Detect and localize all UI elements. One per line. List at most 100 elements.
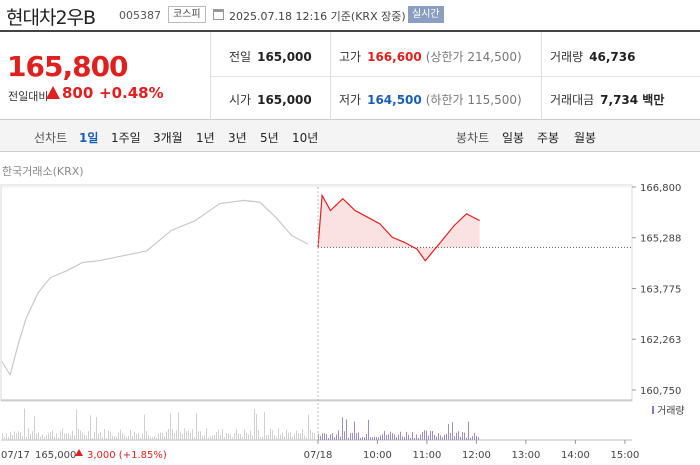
- volume-bar: [222, 429, 223, 440]
- volume-bar: [144, 414, 145, 440]
- volume-bar: [22, 436, 23, 440]
- volume-bar: [232, 437, 233, 440]
- volume-bar: [112, 435, 113, 440]
- volume-bar: [108, 430, 109, 440]
- volume-bar: [280, 434, 281, 440]
- volume-bar: [268, 434, 269, 440]
- stock-name: 현대차2우B: [6, 7, 96, 29]
- volume-bar: [336, 434, 337, 440]
- tab-5year[interactable]: 5년: [260, 131, 279, 145]
- low-value: 164,500: [367, 93, 422, 107]
- volume-bar: [44, 437, 45, 440]
- volume-bar: [256, 414, 257, 440]
- tab-1week[interactable]: 1주일: [111, 131, 141, 145]
- volume-bar: [242, 436, 243, 440]
- tab-monthly-candle[interactable]: 월봉: [574, 131, 597, 145]
- volume-bar: [56, 433, 57, 440]
- tab-daily-candle[interactable]: 일봉: [502, 131, 525, 145]
- volume-bar: [190, 432, 191, 440]
- volume-bar: [128, 435, 129, 440]
- volume-bar: [116, 437, 117, 440]
- volume-bar: [394, 434, 395, 440]
- volume-bar: [64, 433, 65, 440]
- volume-bar: [436, 436, 437, 440]
- volume-bar: [398, 434, 399, 440]
- volume-bar: [462, 432, 463, 440]
- volume-bar: [246, 432, 247, 440]
- volume-bar: [302, 429, 303, 440]
- volume-bar: [426, 430, 427, 440]
- volume-bar: [342, 417, 343, 440]
- volume-bar: [406, 431, 407, 440]
- volume-bar: [308, 414, 309, 440]
- footer-price: 165,000: [35, 450, 76, 461]
- volume-bar: [208, 437, 209, 440]
- tab-weekly-candle[interactable]: 주봉: [537, 131, 560, 145]
- volume-bar: [38, 432, 39, 440]
- volume-bar: [274, 435, 275, 440]
- volume-bar: [358, 432, 359, 440]
- volume-bar: [224, 437, 225, 440]
- volume-bar: [352, 432, 353, 440]
- volume-bar: [388, 434, 389, 440]
- volume-bar: [138, 433, 139, 440]
- volume-bars: [2, 408, 479, 440]
- tab-10year[interactable]: 10년: [292, 131, 319, 145]
- y-tick-label: 162,263: [640, 335, 681, 346]
- volume-bar: [284, 436, 285, 440]
- volume-bar: [270, 428, 271, 440]
- volume-bar: [24, 408, 25, 440]
- volume-bar: [48, 433, 49, 440]
- tab-3month[interactable]: 3개월: [153, 131, 183, 145]
- volume-bar: [286, 429, 287, 440]
- volume-bar: [54, 436, 55, 440]
- volume-bar: [164, 436, 165, 440]
- volume-bar: [332, 433, 333, 440]
- open-label: 시가: [229, 93, 252, 107]
- volume-bar: [468, 421, 469, 440]
- volume-bar: [418, 437, 419, 440]
- footer-change: 3,000 (+1.85%): [87, 450, 167, 461]
- volume-bar: [396, 437, 397, 440]
- volume-bar: [354, 421, 355, 440]
- volume-bar: [372, 437, 373, 440]
- volume-bar: [386, 435, 387, 440]
- volume-bar: [178, 412, 179, 440]
- volume-bar: [166, 431, 167, 440]
- volume-bar: [380, 435, 381, 440]
- volume-bar: [2, 433, 3, 440]
- volume-bar: [438, 433, 439, 440]
- volume-cell: 거래량 46,736: [550, 48, 635, 65]
- volume-bar: [152, 437, 153, 440]
- volume-bar: [282, 432, 283, 440]
- volume-bar: [170, 413, 171, 440]
- prev-close-label: 전일: [229, 50, 252, 64]
- tab-3year[interactable]: 3년: [228, 131, 247, 145]
- volume-bar: [234, 433, 235, 440]
- volume-bar: [18, 431, 19, 440]
- volume-bar: [182, 433, 183, 440]
- volume-bar: [346, 419, 347, 440]
- x-axis: 07/18 10:00 11:00 12:00 13:00 14:00 15:00: [304, 440, 639, 461]
- realtime-button[interactable]: 실시간: [408, 6, 444, 23]
- volume-bar: [14, 431, 15, 440]
- tab-1year[interactable]: 1년: [196, 131, 215, 145]
- volume-bar: [434, 434, 435, 440]
- volume-bar: [384, 430, 385, 440]
- volume-bar: [210, 436, 211, 440]
- volume-bar: [126, 437, 127, 440]
- volume-bar: [420, 434, 421, 440]
- volume-bar: [136, 433, 137, 440]
- volume-bar: [276, 436, 277, 440]
- timestamp: 2025.07.18 12:16 기준(KRX 장중): [229, 10, 406, 23]
- line-chart-label: 선차트: [34, 131, 68, 145]
- volume-bar: [320, 436, 321, 440]
- tab-1day[interactable]: 1일: [79, 131, 99, 145]
- volume-bar: [140, 437, 141, 440]
- volume-bar: [160, 432, 161, 440]
- volume-bar: [328, 437, 329, 440]
- volume-bar: [412, 432, 413, 440]
- volume-bar: [368, 419, 369, 440]
- up-triangle-icon: [46, 86, 60, 99]
- volume-bar: [80, 430, 81, 440]
